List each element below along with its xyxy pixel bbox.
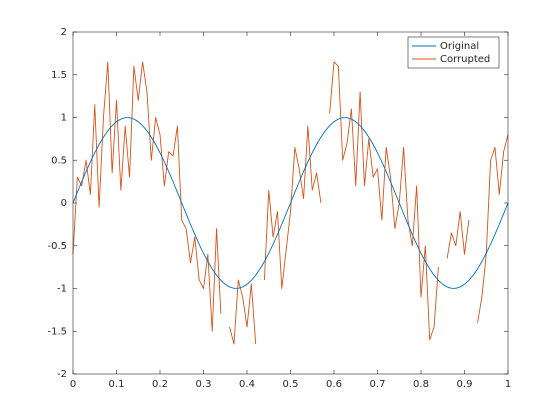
x-tick-label: 0.4 <box>239 379 255 390</box>
x-tick-label: 0.9 <box>457 379 473 390</box>
y-tick-label: -0.5 <box>47 241 67 252</box>
y-tick-label: 2 <box>61 27 67 38</box>
x-tick-label: 0.1 <box>109 379 125 390</box>
legend-label: Corrupted <box>440 54 490 65</box>
y-tick-label: 1.5 <box>51 70 67 81</box>
x-tick-label: 0 <box>70 379 76 390</box>
x-tick-label: 0.7 <box>370 379 386 390</box>
line-series <box>72 61 509 345</box>
x-tick-label: 1 <box>505 379 511 390</box>
y-tick-label: -2 <box>57 369 67 380</box>
y-tick-label: -1.5 <box>47 326 67 337</box>
legend-label: Original <box>440 41 479 52</box>
legend-box <box>407 36 500 69</box>
x-tick-label: 0.8 <box>413 379 429 390</box>
y-tick-label: 0.5 <box>51 155 67 166</box>
y-tick-label: 1 <box>61 113 67 124</box>
x-tick-label: 0.2 <box>152 379 168 390</box>
axes-box <box>72 31 509 375</box>
x-tick-label: 0.3 <box>196 379 212 390</box>
y-tick-label: -1 <box>57 284 67 295</box>
x-tick-label: 0.5 <box>283 379 299 390</box>
y-tick-label: 0 <box>61 198 67 209</box>
line-series <box>72 117 509 289</box>
x-tick-label: 0.6 <box>326 379 342 390</box>
